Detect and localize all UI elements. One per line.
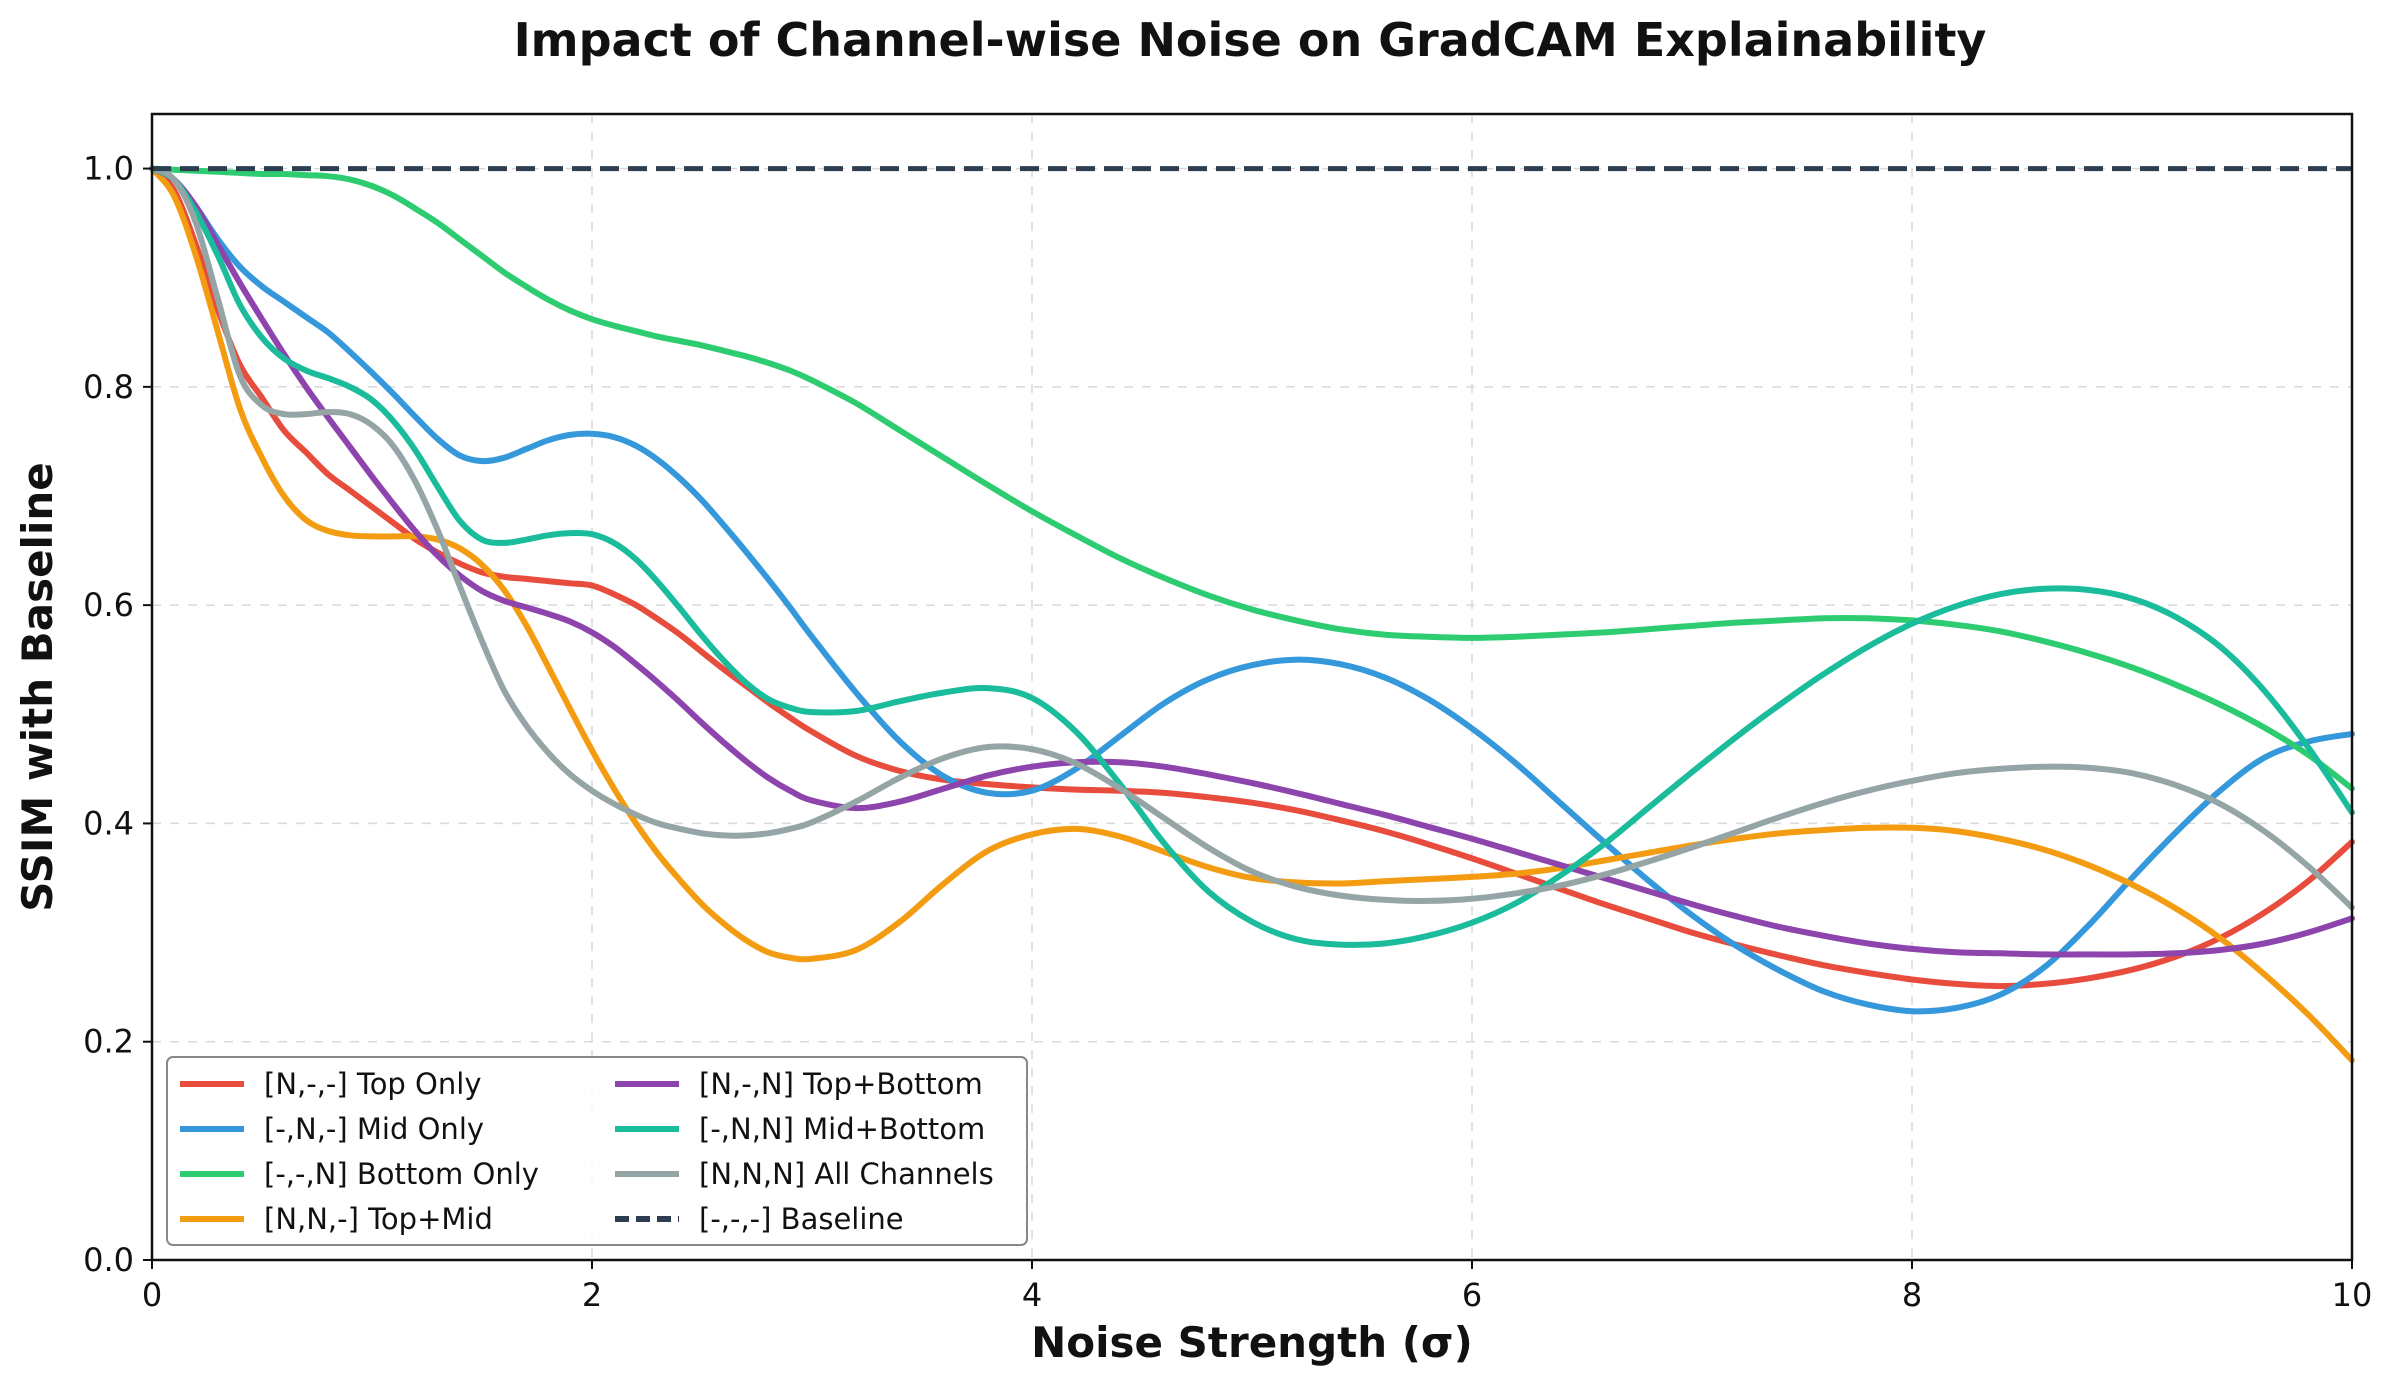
y-tick-label: 0.4 bbox=[83, 804, 134, 842]
series-line-4 bbox=[149, 165, 2355, 1064]
legend-box bbox=[166, 1056, 1028, 1246]
x-tick-label: 4 bbox=[1022, 1276, 1042, 1314]
x-tick-label: 2 bbox=[582, 1276, 602, 1314]
series-line-7 bbox=[149, 165, 2355, 911]
x-tick-label: 10 bbox=[2332, 1276, 2373, 1314]
legend-label: [N,N,-] Top+Mid bbox=[264, 1202, 493, 1236]
chart-title: Impact of Channel-wise Noise on GradCAM … bbox=[514, 13, 1987, 67]
series-line-1 bbox=[149, 165, 2355, 990]
series-line-3 bbox=[149, 165, 2355, 792]
series-group bbox=[149, 165, 2355, 1064]
plot-frame bbox=[150, 112, 2354, 1262]
x-tick-label: 0 bbox=[142, 1276, 162, 1314]
y-axis-label: SSIM with Baseline bbox=[13, 462, 62, 911]
legend-label: [-,-,N] Bottom Only bbox=[264, 1157, 539, 1191]
legend-label: [-,N,N] Mid+Bottom bbox=[699, 1112, 985, 1146]
y-tick-label: 0.6 bbox=[83, 586, 134, 624]
y-tick-label: 0.8 bbox=[83, 368, 134, 406]
x-tick-label: 8 bbox=[1902, 1276, 1922, 1314]
y-tick-label: 0.2 bbox=[83, 1023, 134, 1061]
legend-label: [N,N,N] All Channels bbox=[699, 1157, 994, 1191]
series-line-6 bbox=[149, 165, 2355, 948]
legend-label: [-,N,-] Mid Only bbox=[264, 1112, 484, 1146]
x-tick-label: 6 bbox=[1462, 1276, 1482, 1314]
legend-label: [N,-,-] Top Only bbox=[264, 1067, 482, 1101]
series-line-2 bbox=[149, 165, 2355, 1015]
legend-label: [N,-,N] Top+Bottom bbox=[699, 1067, 983, 1101]
series-line-5 bbox=[149, 165, 2355, 958]
legend: [N,-,-] Top Only [-,N,-] Mid Only [-,-,N] … bbox=[166, 1056, 1028, 1246]
ticks: 0 2 4 6 8 10 0.0 0.2 0.4 0.6 0.8 1.0 bbox=[83, 150, 2372, 1314]
x-axis-label: Noise Strength (σ) bbox=[1031, 1318, 1473, 1367]
y-tick-label: 0.0 bbox=[83, 1241, 134, 1279]
y-tick-label: 1.0 bbox=[83, 150, 134, 188]
legend-label: [-,-,-] Baseline bbox=[699, 1202, 904, 1236]
